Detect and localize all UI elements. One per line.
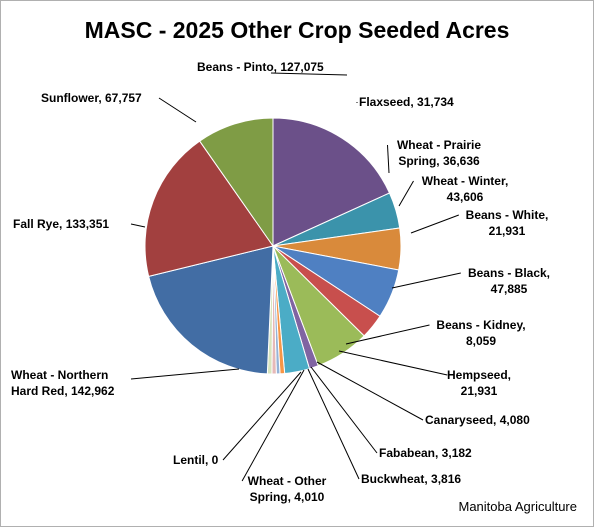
leader-line-beans-pinto — [270, 72, 348, 76]
data-label-wheat-other-spring: Wheat - Other Spring, 4,010 — [248, 474, 327, 504]
leader-line-lentil — [222, 371, 302, 461]
leader-line-wheat-northern-hard-red — [130, 368, 240, 380]
pie-slice-beans-pinto — [272, 117, 391, 247]
source-note: Manitoba Agriculture — [458, 499, 577, 514]
pie-slice-wheat-northern-hard-red — [148, 245, 274, 375]
data-label-beans-kidney: Beans - Kidney, 8,059 — [436, 318, 525, 348]
data-label-wheat-winter: Wheat - Winter, 43,606 — [422, 174, 509, 204]
pie-slice-sunflower — [198, 117, 274, 248]
data-label-buckwheat: Buckwheat, 3,816 — [361, 472, 461, 486]
leader-line-fall-rye — [130, 223, 146, 228]
data-label-flaxseed: Flaxseed, 31,734 — [359, 95, 454, 109]
leader-line-beans-black — [391, 272, 461, 289]
leader-line-wheat-other-spring — [241, 369, 305, 482]
data-label-hempseed: Hempseed, 21,931 — [447, 368, 511, 398]
pie-slice-fall-rye — [144, 140, 274, 277]
data-label-sunflower: Sunflower, 67,757 — [41, 91, 142, 105]
chart-title: MASC - 2025 Other Crop Seeded Acres — [84, 17, 510, 43]
data-label-beans-black: Beans - Black, 47,885 — [468, 266, 550, 296]
data-label-fall-rye: Fall Rye, 133,351 — [13, 217, 109, 231]
data-label-lentil: Lentil, 0 — [173, 453, 219, 467]
data-label-fababean: Fababean, 3,182 — [379, 446, 472, 460]
data-label-canaryseed: Canaryseed, 4,080 — [425, 413, 530, 427]
data-label-beans-pinto: Beans - Pinto, 127,075 — [197, 60, 324, 74]
leader-line-fababean — [310, 366, 378, 454]
data-label-wheat-prairie-spring: Wheat - Prairie Spring, 36,636 — [397, 138, 481, 168]
leader-line-wheat-winter — [398, 180, 414, 207]
leader-line-hempseed — [338, 350, 448, 376]
leader-line-beans-kidney — [345, 324, 430, 345]
data-label-wheat-northern-hard-red: Wheat - Northern Hard Red, 142,962 — [11, 368, 115, 398]
leader-line-beans-white — [410, 214, 459, 234]
data-label-beans-white: Beans - White, 21,931 — [466, 208, 549, 238]
leader-line-sunflower — [158, 97, 197, 123]
leader-line-wheat-prairie-spring — [387, 144, 390, 174]
leader-line-buckwheat — [307, 368, 360, 480]
leader-line-canaryseed — [316, 361, 424, 421]
